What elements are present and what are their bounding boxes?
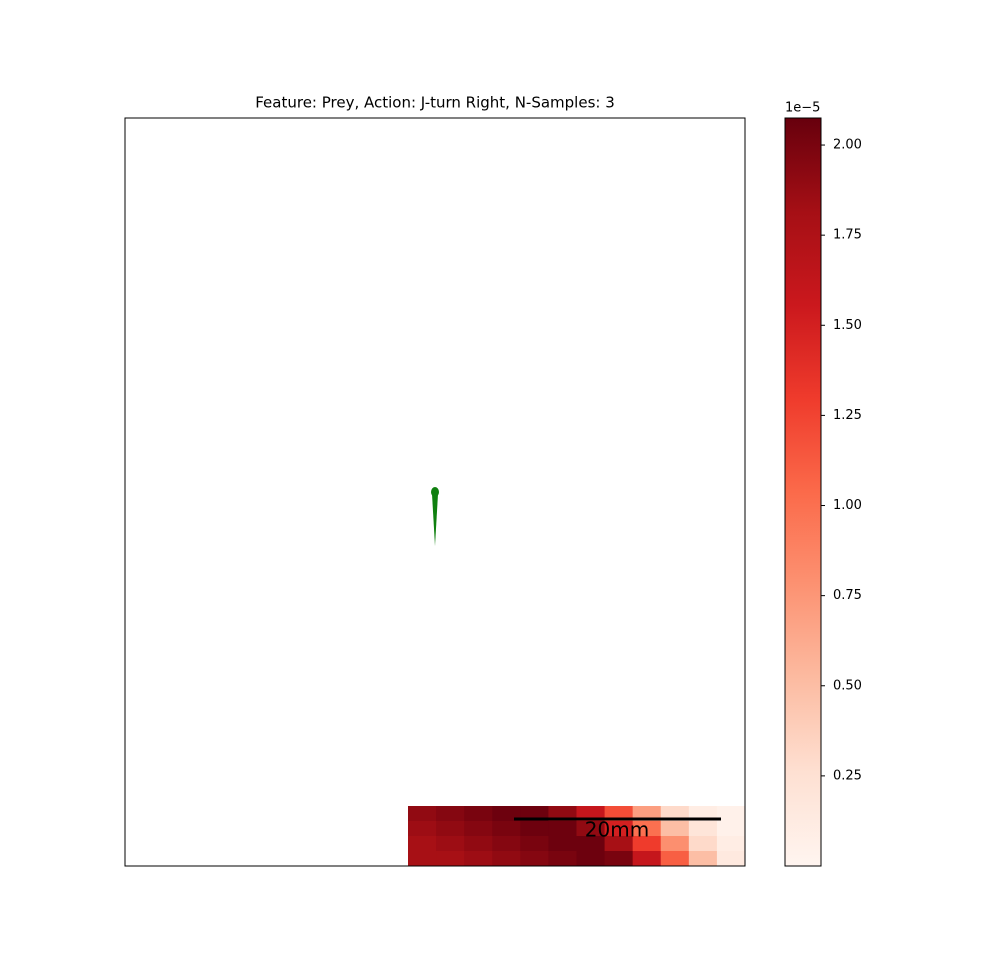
- heat-cell: [492, 821, 521, 837]
- fish: [431, 487, 439, 546]
- heat-cell: [408, 851, 437, 867]
- colorbar-tick-label: 0.25: [833, 768, 862, 783]
- heat-cell: [632, 821, 662, 837]
- chart-title: Feature: Prey, Action: J-turn Right, N-S…: [255, 94, 615, 112]
- heat-cell: [408, 806, 437, 822]
- heat-cell: [492, 836, 521, 852]
- heat-cell: [548, 851, 577, 867]
- heatmap: [408, 806, 746, 867]
- colorbar-tick-label: 1.50: [833, 318, 862, 333]
- heat-cell: [716, 821, 746, 837]
- heat-cell: [716, 836, 746, 852]
- heat-cell: [688, 851, 718, 867]
- heat-cell: [604, 836, 634, 852]
- heat-cell: [660, 836, 690, 852]
- heat-cell: [464, 836, 493, 852]
- heat-cell: [632, 836, 662, 852]
- heat-cell: [436, 851, 465, 867]
- heat-cell: [464, 806, 493, 822]
- heat-cell: [492, 851, 521, 867]
- colorbar-tick-label: 1.75: [833, 228, 862, 243]
- colorbar-tick-label: 1.00: [833, 498, 862, 513]
- fish-head: [431, 487, 439, 497]
- fish-body: [432, 494, 438, 546]
- heat-cell: [548, 836, 577, 852]
- heat-cell: [520, 821, 549, 837]
- heat-cell: [492, 806, 521, 822]
- colorbar-tick-label: 2.00: [833, 138, 862, 153]
- heat-cell: [716, 806, 746, 822]
- heat-cell: [688, 836, 718, 852]
- heat-cell: [436, 836, 465, 852]
- heat-cell: [660, 821, 690, 837]
- heat-cell: [436, 806, 465, 822]
- heat-cell: [464, 821, 493, 837]
- heat-cell: [576, 836, 606, 852]
- heat-cell: [408, 836, 437, 852]
- axes-frame: [124, 117, 746, 867]
- scale-bar-label: 20mm: [585, 818, 649, 842]
- heat-cell: [716, 851, 746, 867]
- heat-cell: [604, 821, 634, 837]
- colorbar: [784, 117, 822, 867]
- colorbar-tick-label: 0.50: [833, 678, 862, 693]
- colorbar-tick-label: 1.25: [833, 408, 862, 423]
- heat-cell: [632, 851, 662, 867]
- heat-cell: [660, 851, 690, 867]
- heat-cell: [436, 821, 465, 837]
- colorbar-offset: 1e−5: [785, 101, 820, 116]
- heat-cell: [548, 821, 577, 837]
- heat-cell: [576, 821, 606, 837]
- heat-cell: [520, 836, 549, 852]
- colorbar-tick-label: 0.75: [833, 588, 862, 603]
- heat-cell: [464, 851, 493, 867]
- heat-cell: [604, 851, 634, 867]
- heat-cell: [688, 821, 718, 837]
- heat-cell: [576, 851, 606, 867]
- heat-cell: [520, 851, 549, 867]
- heat-cell: [408, 821, 437, 837]
